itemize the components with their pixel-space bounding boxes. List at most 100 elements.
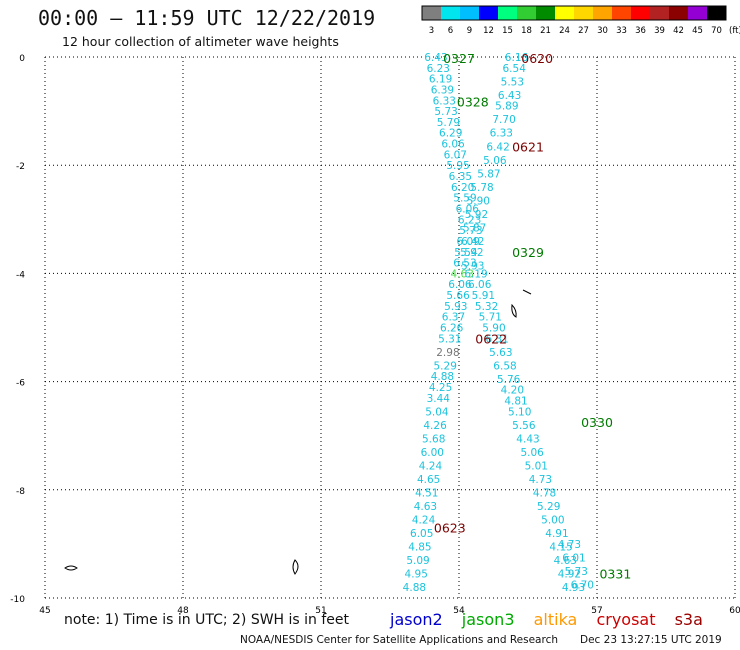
- swh-reading-track-1: 5.73: [434, 106, 457, 118]
- swh-reading-track-1: 4.25: [429, 382, 452, 394]
- swh-reading-track-1: 4.24: [412, 515, 436, 527]
- swh-reading-track-2: 6.58: [493, 360, 516, 372]
- swh-reading-track-1: 6.19: [429, 74, 452, 86]
- swh-reading-track-1: 5.95: [446, 160, 469, 172]
- legend-label-70: 70: [711, 26, 722, 36]
- swh-reading-track-2: 5.06: [483, 155, 507, 167]
- swh-reading-track-1: 4.26: [423, 420, 447, 432]
- sat-cryosat: cryosat: [596, 610, 656, 629]
- swh-reading-track-2: 6.19: [464, 268, 487, 280]
- swh-reading-track-2: 5.01: [525, 460, 548, 472]
- note-text: note: 1) Time is in UTC; 2) SWH is in fe…: [64, 612, 350, 628]
- swh-reading-track-1: 6.37: [442, 312, 465, 324]
- legend-swatch-9: [460, 6, 479, 20]
- swh-reading-track-1: 5.73: [459, 225, 482, 237]
- pass-time-label: 0328: [457, 94, 489, 109]
- swh-reading-track-1: 6.00: [421, 447, 444, 459]
- swh-reading-track-1: 4.95: [405, 569, 428, 581]
- legend-unit: (ft): [729, 26, 740, 36]
- swh-reading-track-1: 4.63: [451, 268, 474, 280]
- swh-reading-track-1: 3.44: [427, 393, 451, 405]
- swh-reading-track-2: 5.76: [497, 374, 521, 386]
- x-tick-label: 45: [39, 606, 50, 616]
- legend-swatch-33: [612, 6, 631, 20]
- swh-reading-track-2: 4.93: [562, 582, 585, 594]
- legend-swatch-42: [669, 6, 688, 20]
- swh-reading-track-2: 4.15: [549, 542, 572, 554]
- swh-reading-track-2: 6.42: [461, 236, 484, 248]
- page-title: 00:00 – 11:59 UTC 12/22/2019: [38, 6, 376, 30]
- legend-label-24: 24: [559, 26, 570, 36]
- swh-reading-track-2: 4.20: [501, 385, 524, 397]
- swh-reading-track-1: 6.53: [453, 258, 476, 270]
- swh-reading: 6.01: [562, 552, 585, 564]
- footer-credit: NOAA/NESDIS Center for Satellite Applica…: [240, 634, 558, 646]
- swh-reading-track-1: 5.68: [422, 433, 445, 445]
- legend-label-15: 15: [502, 26, 513, 36]
- satellite-legend: jason2 jason3 altika cryosat s3a: [390, 610, 717, 629]
- swh-reading-track-1: 6.23: [458, 214, 481, 226]
- swh-reading-track-2: 4.73: [529, 474, 552, 486]
- swh-reading-track-1: 6.39: [431, 84, 454, 96]
- swh-reading: 4.73: [558, 539, 581, 551]
- swh-reading-track-1: 4.24: [419, 460, 443, 472]
- swh-reading-track-1: 6.09: [457, 236, 480, 248]
- legend-swatch-36: [631, 6, 650, 20]
- y-tick-label: -10: [10, 595, 25, 605]
- swh-reading-track-1: 4.65: [417, 474, 440, 486]
- swh-reading-track-2: 6.16: [505, 52, 529, 64]
- swh-reading-track-1: 6.06: [456, 203, 480, 215]
- sat-s3a: s3a: [674, 610, 703, 629]
- legend-label-33: 33: [616, 26, 627, 36]
- swh-reading-track-1: 4.88: [403, 582, 426, 594]
- legend-label-39: 39: [654, 26, 665, 36]
- swh-reading-track-2: 5.29: [537, 501, 560, 513]
- swh-reading-track-2: 6.31: [485, 333, 508, 345]
- swh-reading-track-1: 6.07: [444, 149, 467, 161]
- swh-reading-track-2: 5.87: [477, 168, 500, 180]
- swh-reading-track-1: 6.05: [410, 528, 433, 540]
- coastline-fragment: [522, 289, 532, 295]
- legend-label-3: 3: [429, 26, 434, 36]
- swh-reading-track-1: 4.85: [408, 542, 431, 554]
- legend-swatch-30: [593, 6, 612, 20]
- y-tick-label: 0: [19, 54, 25, 64]
- swh-reading-track-2: 5.32: [475, 301, 498, 313]
- pass-time-label: 0623: [434, 521, 466, 536]
- swh-reading-track-1: 5.04: [425, 406, 449, 418]
- footer-timestamp: Dec 23 13:27:15 UTC 2019: [580, 634, 722, 646]
- pass-time-label: 0621: [512, 139, 544, 154]
- legend-frame: [421, 5, 727, 21]
- legend-swatch-3: [422, 6, 441, 20]
- swh-reading-track-2: 4.63: [554, 555, 577, 567]
- x-tick-label: 54: [453, 606, 465, 616]
- legend-label-6: 6: [448, 26, 453, 36]
- swh-reading-track-1: 6.33: [433, 95, 456, 107]
- swh-reading-track-1: 5.09: [406, 555, 429, 567]
- x-tick-label: 57: [591, 606, 602, 616]
- pass-time-label: 0330: [581, 415, 613, 430]
- sat-altika: altika: [533, 610, 578, 629]
- swh-reading: 6.70: [571, 579, 594, 591]
- swh-reading-track-1: 6.20: [451, 182, 474, 194]
- legend-swatch-24: [555, 6, 574, 20]
- swh-reading-track-2: 5.63: [489, 347, 512, 359]
- swh-reading-track-1: 5.31: [438, 333, 461, 345]
- swh-reading-track-2: 4.91: [545, 528, 568, 540]
- swh-reading-track-1: 6.43: [424, 52, 447, 64]
- swh-reading-track-2: 5.53: [501, 76, 524, 88]
- legend-label-21: 21: [540, 26, 551, 36]
- swh-reading-track-2: 5.71: [479, 312, 502, 324]
- swh-reading-track-2: 5.92: [465, 209, 488, 221]
- swh-reading-track-2: 6.54: [503, 63, 527, 75]
- x-tick-label: 48: [177, 606, 189, 616]
- legend-label-27: 27: [578, 26, 589, 36]
- legend-swatch-39: [650, 6, 669, 20]
- y-tick-label: -6: [16, 379, 25, 389]
- swh-reading-track-1: 4.51: [415, 488, 438, 500]
- swh-reading-track-2: 6.43: [498, 90, 521, 102]
- swh-reading-track-2: 4.81: [504, 396, 527, 408]
- swh-reading-track-1: 5.59: [453, 193, 476, 205]
